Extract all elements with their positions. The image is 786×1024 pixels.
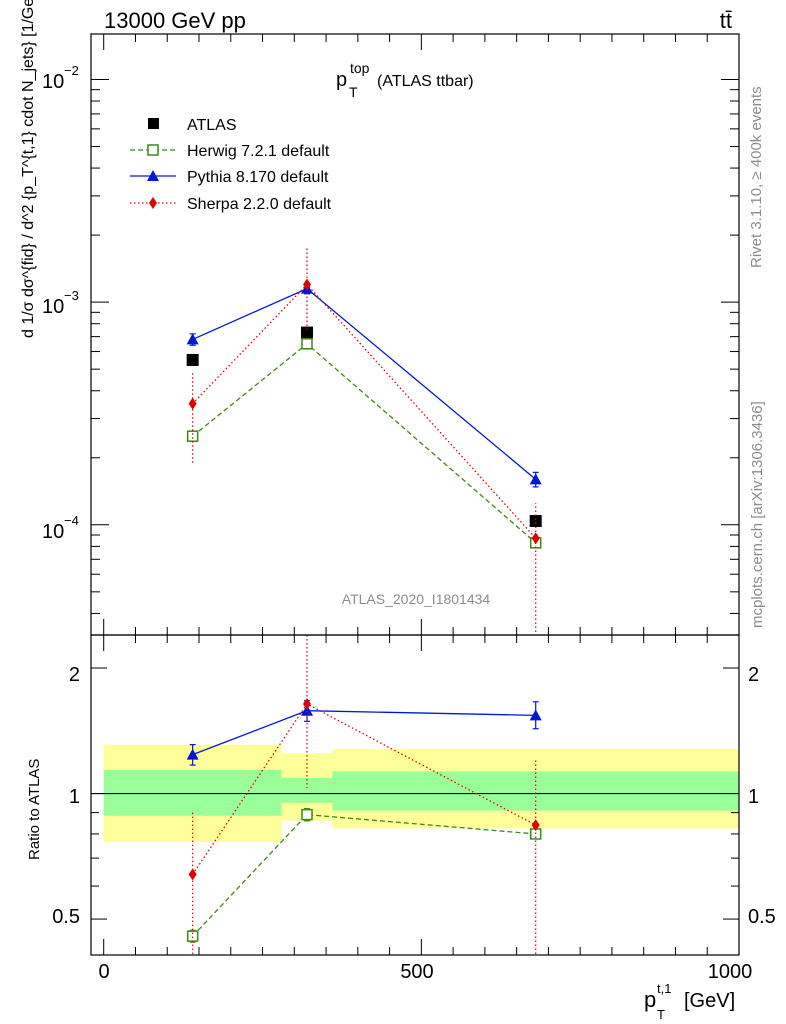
ratio-band-inner-1 <box>281 777 333 803</box>
main-point-atlas-1 <box>301 326 313 339</box>
xlabel-sub: T <box>657 1007 665 1022</box>
ratio-ytick-left-2: 2 <box>69 664 80 686</box>
ratio-ylabel: Ratio to ATLAS <box>26 759 43 860</box>
main-point-herwig-0 <box>186 430 199 442</box>
title-rest: (ATLAS ttbar) <box>377 73 474 90</box>
title-main: p <box>336 69 347 91</box>
ratio-band-inner-0 <box>103 769 282 816</box>
legend-marker-atlas <box>148 118 159 129</box>
main-ylabel: d 1/σ dσ^{fid} / d^2 {p_T^{t,1} cdot N_j… <box>20 0 37 338</box>
svg-text:10: 10 <box>42 296 64 318</box>
ytick-label-1e-4: 10 −4 <box>42 513 79 543</box>
main-point-sherpa-1 <box>303 278 311 291</box>
svg-text:−4: −4 <box>64 513 79 528</box>
ratio-point-sherpa-2 <box>531 819 540 832</box>
main-ticks <box>91 34 740 635</box>
ratio-point-pythia-0 <box>186 748 199 760</box>
svg-text:10: 10 <box>42 71 64 93</box>
ratio-ticks <box>91 635 740 955</box>
main-data-layer <box>186 248 542 633</box>
title-sup: top <box>350 60 370 76</box>
main-point-pythia-2 <box>529 473 542 485</box>
ratio-point-sherpa-0 <box>188 868 197 881</box>
ratio-bands <box>91 744 739 843</box>
main-point-pythia-0 <box>186 333 199 345</box>
header-right: tt̄ <box>720 8 732 33</box>
main-point-sherpa-2 <box>531 532 540 545</box>
xlabel-sup: t,1 <box>657 981 671 996</box>
legend: ATLAS Herwig 7.2.1 default Pythia 8.170 … <box>130 117 332 213</box>
ratio-ytick-left-05: 0.5 <box>52 906 80 928</box>
main-line-sherpa <box>192 283 537 539</box>
ytick-label-1e-3: 10 −3 <box>42 288 79 318</box>
xtick-label-0: 0 <box>98 961 109 983</box>
main-point-sherpa-0 <box>188 397 197 410</box>
ratio-point-pythia-1 <box>301 704 313 716</box>
xlabel-rest: [GeV] <box>684 990 735 1012</box>
main-line-pythia <box>192 287 537 480</box>
ratio-ytick-left-1: 1 <box>69 786 80 808</box>
xtick-label-500: 500 <box>400 961 433 983</box>
svg-text:−3: −3 <box>64 288 79 303</box>
legend-label-sherpa: Sherpa 2.2.0 default <box>187 196 332 213</box>
main-point-atlas-2 <box>529 515 542 528</box>
legend-label-atlas: ATLAS <box>187 117 237 134</box>
legend-label-herwig: Herwig 7.2.1 default <box>187 143 330 160</box>
legend-label-pythia: Pythia 8.170 default <box>187 169 329 186</box>
ratio-ytick-right-05: 0.5 <box>748 906 776 928</box>
title-sub: T <box>349 84 358 100</box>
main-point-atlas-0 <box>186 353 199 366</box>
main-line-herwig <box>192 342 537 544</box>
ratio-ytick-right-1: 1 <box>748 786 759 808</box>
analysis-label: ATLAS_2020_I1801434 <box>342 591 491 607</box>
header-left: 13000 GeV pp <box>104 8 246 33</box>
main-point-herwig-1 <box>301 338 313 350</box>
ratio-ytick-labels: 2 1 0.5 2 1 0.5 <box>52 664 776 928</box>
ratio-point-herwig-1 <box>301 808 313 821</box>
main-ytick-labels: 10 −2 10 −3 10 −4 <box>42 63 79 543</box>
xlabel-main: p <box>644 987 656 1012</box>
legend-marker-sherpa <box>149 197 157 209</box>
side-label-mcplots: mcplots.cern.ch [arXiv:1306.3436] <box>749 401 766 628</box>
ratio-ytick-right-2: 2 <box>748 664 759 686</box>
ytick-label-1e-2: 10 −2 <box>42 63 79 93</box>
main-title: p top T (ATLAS ttbar) <box>336 60 474 100</box>
xtick-label-1000: 1000 <box>708 961 753 983</box>
svg-text:10: 10 <box>42 521 64 543</box>
xtick-labels: 0 500 1000 <box>98 961 752 983</box>
ratio-frame <box>90 634 740 956</box>
legend-marker-herwig <box>147 144 159 156</box>
legend-marker-pythia <box>147 170 159 181</box>
ratio-point-pythia-2 <box>529 709 542 721</box>
ratio-data-layer <box>186 635 542 955</box>
svg-text:−2: −2 <box>64 63 79 78</box>
xlabel: p t,1 T [GeV] <box>644 981 735 1022</box>
ratio-point-sherpa-1 <box>303 697 311 710</box>
side-label-rivet: Rivet 3.1.10, ≥ 400k events <box>748 86 765 268</box>
